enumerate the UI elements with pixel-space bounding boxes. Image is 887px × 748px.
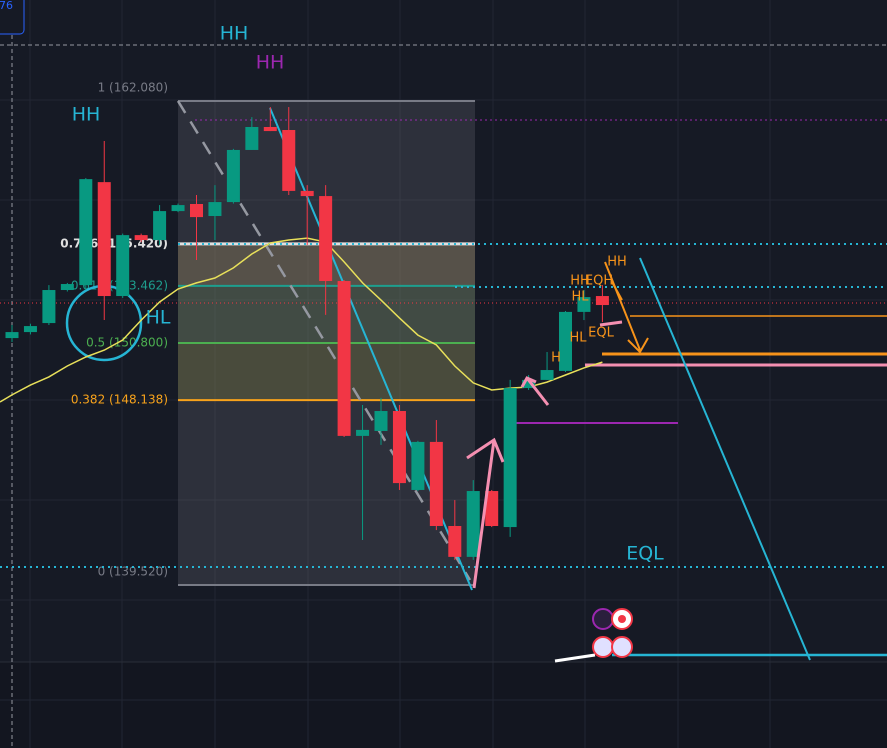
- annotation: HL: [571, 290, 589, 305]
- candle-body: [97, 182, 111, 297]
- annotation: EQH: [585, 274, 613, 289]
- candle-body: [337, 281, 351, 436]
- event-icons: [592, 608, 633, 658]
- candle-body: [485, 491, 499, 526]
- fib-band: [178, 343, 475, 401]
- annotation: HH: [570, 274, 590, 289]
- annotation: HH: [220, 23, 249, 45]
- candle-body: [466, 491, 480, 557]
- annotation: EQL: [588, 326, 614, 341]
- moving-average: [0, 237, 603, 403]
- candle-body: [190, 204, 203, 218]
- trend-line: [639, 257, 811, 661]
- annotation: HL: [569, 331, 587, 346]
- candle-body: [448, 525, 462, 557]
- candle-body: [79, 179, 93, 286]
- candle-body: [429, 441, 443, 526]
- candle-body: [153, 211, 167, 241]
- plot-area: [0, 0, 887, 662]
- arrows: [466, 320, 623, 589]
- candle-body: [60, 284, 74, 291]
- candle-body: [411, 441, 425, 490]
- annotation: HH: [72, 104, 101, 126]
- candles: [0, 107, 609, 560]
- candle-body: [300, 190, 314, 197]
- candle-body: [595, 296, 609, 306]
- candle-body: [503, 388, 517, 528]
- lower-pane: [0, 662, 887, 748]
- fib-label: 0.5 (150.800): [86, 336, 168, 350]
- annotation: H: [551, 351, 561, 366]
- trend-line: [176, 100, 472, 581]
- fib-label: 0.786 (155.420): [60, 236, 168, 250]
- candle-body: [23, 326, 37, 333]
- candle-body: [245, 126, 259, 150]
- candle-body: [134, 235, 148, 241]
- corner-box: [0, 0, 25, 35]
- corner-label: 76: [0, 0, 13, 12]
- candle-body: [171, 205, 185, 212]
- fib-band: [178, 285, 475, 344]
- annotation: HL: [146, 307, 171, 329]
- candle-body: [116, 235, 130, 297]
- candle-body: [392, 411, 406, 484]
- candle-body: [540, 370, 554, 380]
- candle-body: [559, 311, 572, 371]
- annotation: EQL: [626, 543, 664, 565]
- trend-line: [554, 653, 596, 663]
- fib-label: 1 (162.080): [98, 81, 168, 95]
- candle-body: [42, 290, 56, 324]
- candle-body: [356, 429, 370, 436]
- candle-body: [282, 129, 296, 191]
- candle-body: [319, 196, 333, 282]
- candle-body: [374, 411, 388, 431]
- candle-body: [577, 297, 591, 312]
- candle-body: [522, 379, 536, 389]
- annotation: HH: [256, 52, 285, 74]
- candle-body: [208, 202, 222, 217]
- candle-body: [226, 149, 240, 203]
- arrows: [604, 261, 649, 354]
- candle-body: [5, 332, 19, 339]
- candle-body: [263, 126, 277, 132]
- annotation: HH: [607, 255, 627, 270]
- fib-label: 0.382 (148.138): [71, 393, 168, 407]
